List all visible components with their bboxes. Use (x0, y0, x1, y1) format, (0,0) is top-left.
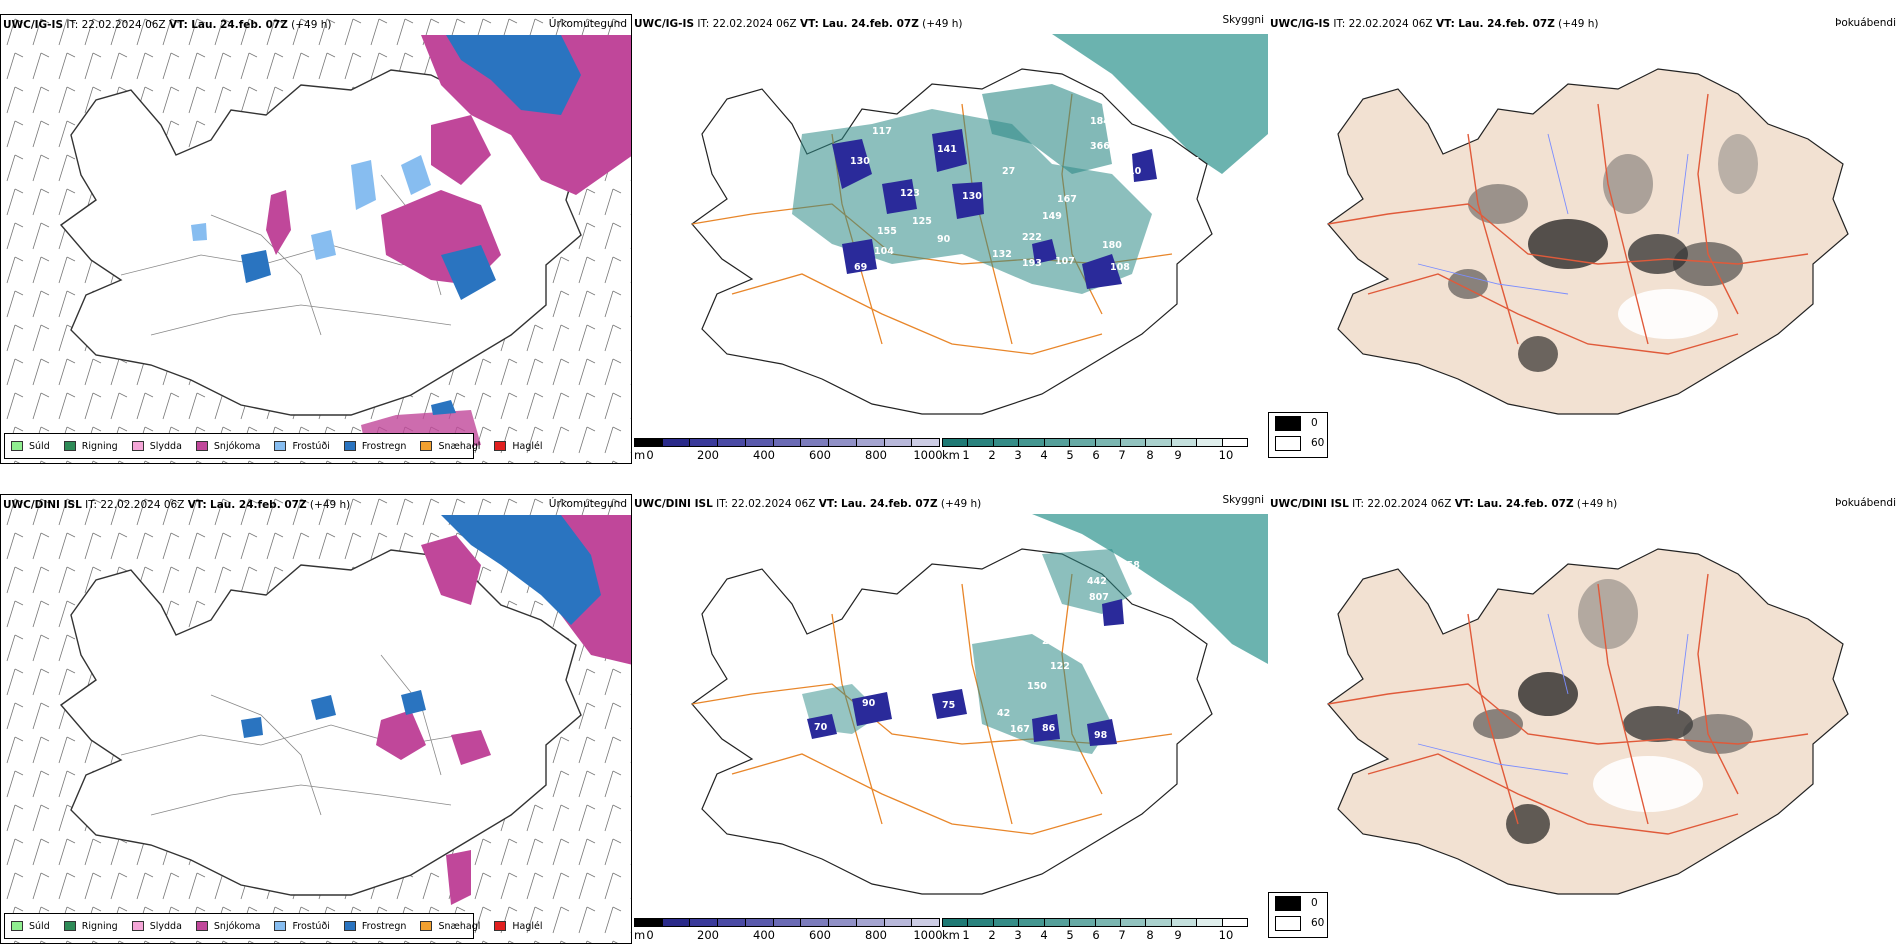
legend-item: Frostúði (274, 441, 330, 452)
precip-legend: Súld Rigning Slydda Snjókoma Frostúði Fr… (4, 433, 543, 459)
variable-title: Þokuábendi (1835, 497, 1896, 509)
vis-label: 97 (792, 224, 805, 235)
panel-header: UWC/DINI ISL IT: 22.02.2024 06Z VT: Lau.… (1270, 498, 1618, 510)
vis-label: 442 (1087, 576, 1107, 587)
variable-title: Þokuábendi (1835, 17, 1896, 29)
legend-item: Haglél (494, 921, 543, 932)
scale-m: m 0 200 400 600 800 1000 (634, 438, 943, 462)
precip-legend: Súld Rigning Slydda Snjókoma Frostúði Fr… (4, 913, 543, 939)
legend-item: Snjókoma (195, 921, 260, 932)
legend-item: Slydda (131, 441, 182, 452)
cloud-map-dini: 75 90 70 61 42 167 86 98 122 150 442 558… (691, 514, 1268, 895)
precip-map-dini (1, 495, 631, 943)
legend-item: Haglél (494, 441, 543, 452)
vis-label: 78 (1142, 141, 1156, 152)
legend-item: Snæhagl (420, 921, 480, 932)
variable-title: Skyggni (1222, 14, 1265, 26)
variable-title: Úrkomutegund (548, 18, 627, 30)
precip-type-panel-dini: UWC/DINI ISL IT: 22.02.2024 06Z VT: Lau.… (0, 494, 632, 944)
vis-label: 123 (900, 188, 920, 199)
vis-label: 184 (1090, 116, 1110, 127)
vis-label: 807 (1089, 592, 1109, 603)
vis-label: 70 (827, 268, 841, 279)
legend-item: Snjókoma (195, 441, 260, 452)
vis-label: 98 (1094, 730, 1108, 741)
fog-map-igis (1327, 68, 1849, 415)
variable-title: Skyggni (1222, 494, 1265, 506)
scale-m: m 0 200 400 600 800 1000 (634, 918, 943, 942)
vis-label: 132 (992, 249, 1012, 260)
panel-header: UWC/IG-IS IT: 22.02.2024 06Z VT: Lau. 24… (3, 19, 332, 31)
vis-label: 114 (1180, 156, 1200, 167)
vis-label: 180 (1102, 240, 1122, 251)
panel-header: UWC/IG-IS IT: 22.02.2024 06Z VT: Lau. 24… (634, 18, 963, 30)
vis-label: 75 (942, 700, 955, 711)
vis-label: 366 (1090, 141, 1110, 152)
vis-label: 86 (1042, 723, 1056, 734)
vis-label: 167 (1057, 194, 1077, 205)
precip-type-panel-igis: UWC/IG-IS IT: 22.02.2024 06Z VT: Lau. 24… (0, 14, 632, 464)
vis-label: 122 (1050, 661, 1070, 672)
vis-label: 130 (962, 191, 982, 202)
panel-header: UWC/DINI ISL IT: 22.02.2024 06Z VT: Lau.… (3, 499, 351, 511)
scale-km: km 1 2 3 4 5 6 7 8 9 10 (942, 918, 1248, 942)
legend-item: Frostúði (274, 921, 330, 932)
cloud-map-igis: 130 141 117 130 123 90 125 155 104 97 87… (691, 34, 1268, 415)
legend-item: Rigning (63, 441, 118, 452)
fog-legend: 0 60 (1268, 412, 1328, 458)
vis-label: 130 (850, 156, 870, 167)
vis-label: 70 (814, 722, 828, 733)
fog-legend-item: 0 (1269, 413, 1327, 433)
panel-header: UWC/IG-IS IT: 22.02.2024 06Z VT: Lau. 24… (1270, 18, 1599, 30)
variable-title: Úrkomutegund (548, 498, 627, 510)
vis-label: 193 (1022, 258, 1042, 269)
vis-label: 90 (862, 698, 876, 709)
vis-label: 108 (1110, 262, 1130, 273)
vis-label: 222 (1022, 232, 1042, 243)
legend-item: Súld (11, 921, 50, 932)
vis-label: 141 (937, 144, 957, 155)
vis-label: 155 (877, 226, 897, 237)
cloud-panel-igis: 130 141 117 130 123 90 125 155 104 97 87… (632, 14, 1268, 464)
cloud-panel-dini: 75 90 70 61 42 167 86 98 122 150 442 558… (632, 494, 1268, 944)
vis-label: 167 (1010, 724, 1030, 735)
fog-legend-item: 60 (1269, 913, 1327, 933)
fog-panel-dini: UWC/DINI ISL IT: 22.02.2024 06Z VT: Lau.… (1268, 494, 1900, 944)
vis-label: 90 (937, 234, 951, 245)
vis-label: 150 (1027, 681, 1047, 692)
vis-label: 107 (1055, 256, 1075, 267)
vis-label: 291 (1126, 108, 1146, 119)
vis-label: 149 (1042, 211, 1062, 222)
vis-label: 125 (912, 216, 932, 227)
panel-header: UWC/DINI ISL IT: 22.02.2024 06Z VT: Lau.… (634, 498, 982, 510)
vis-label: 27 (1002, 166, 1015, 177)
fog-legend-item: 60 (1269, 433, 1327, 453)
vis-label: 61 (867, 726, 880, 737)
legend-item: Frostregn (343, 921, 406, 932)
vis-label: 104 (874, 246, 894, 257)
legend-item: Frostregn (343, 441, 406, 452)
fog-legend-item: 0 (1269, 893, 1327, 913)
legend-item: Rigning (63, 921, 118, 932)
vis-label: 117 (872, 126, 892, 137)
vis-label: 69 (854, 262, 867, 273)
fog-legend: 0 60 (1268, 892, 1328, 938)
scale-km: km 1 2 3 4 5 6 7 8 9 10 (942, 438, 1248, 462)
legend-item: Slydda (131, 921, 182, 932)
legend-item: Snæhagl (420, 441, 480, 452)
fog-panel-igis: UWC/IG-IS IT: 22.02.2024 06Z VT: Lau. 24… (1268, 14, 1900, 464)
vis-label: 29 (1042, 636, 1055, 647)
vis-label: 87 (762, 234, 775, 245)
vis-label: 10 (1128, 166, 1142, 177)
legend-item: Súld (11, 441, 50, 452)
precip-map-igis (1, 15, 631, 463)
fog-map-dini (1327, 548, 1849, 895)
vis-label: 42 (997, 708, 1010, 719)
vis-label: 558 (1120, 560, 1140, 571)
